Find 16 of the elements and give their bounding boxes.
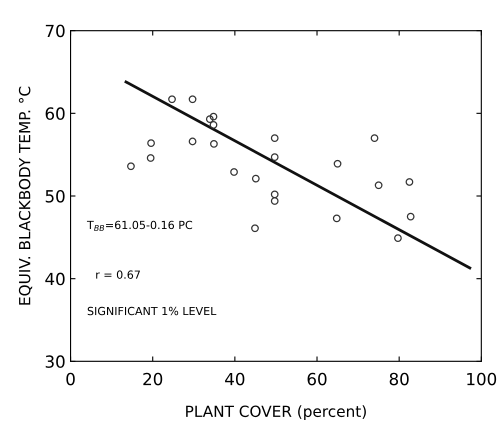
annotation: r = 0.67 [96, 270, 140, 279]
x-tick-label: 20 [143, 372, 162, 386]
x-tick-label: 0 [66, 372, 75, 386]
annotation: SIGNIFICANT 1% LEVEL [88, 306, 216, 316]
y-tick-label: 40 [45, 272, 65, 286]
y-tick-label: 60 [46, 107, 65, 120]
x-tick-label: 40 [225, 372, 244, 386]
x-tick-label: 60 [308, 372, 327, 386]
x-axis-title: PLANT COVER (percent) [186, 405, 366, 420]
x-tick-label: 80 [390, 372, 409, 386]
annotation: T$_{BB}$=61.05-0.16 PC [86, 220, 192, 231]
y-tick-label: 70 [46, 24, 65, 38]
y-tick-label: 50 [46, 190, 65, 203]
y-tick-label: 30 [46, 355, 65, 368]
y-axis-title: EQUIV. BLACKBODY TEMP. °C [18, 86, 32, 305]
x-tick-label: 100 [467, 372, 496, 386]
